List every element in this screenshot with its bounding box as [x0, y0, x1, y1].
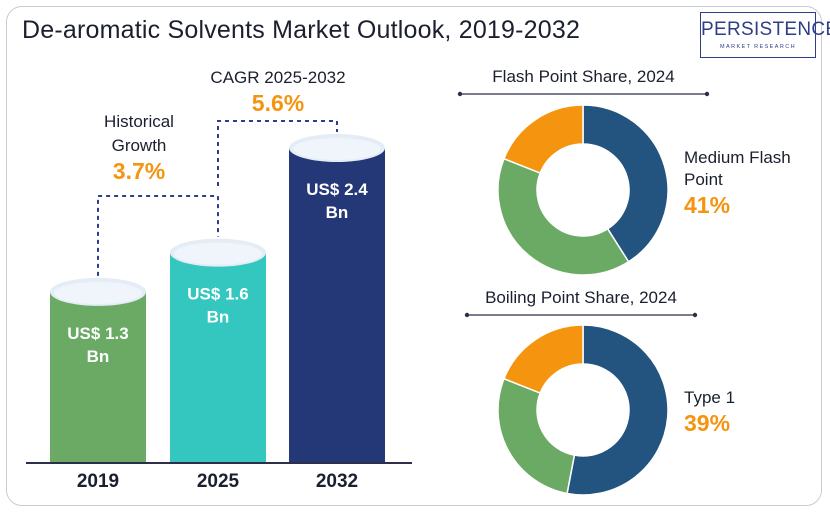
donut-2-callout-label: Type 1 — [684, 388, 735, 407]
donut-2-slice-1 — [497, 377, 576, 495]
cagr-value: 5.6% — [252, 90, 304, 116]
x-tick-label: 2019 — [77, 471, 119, 492]
donut-2-rule-dot-left — [464, 312, 470, 318]
bar-value-unit: Bn — [87, 347, 110, 366]
donut-2-title: Boiling Point Share, 2024 — [485, 288, 677, 307]
bar-top-highlight-2025 — [174, 242, 262, 265]
bar-value-label: US$ 2.4 — [306, 180, 368, 199]
bar-2019 — [50, 291, 146, 462]
historical-growth-label-line2: Growth — [112, 136, 167, 155]
cagr-label: CAGR 2025-2032 — [210, 68, 345, 87]
page-title: De-aromatic Solvents Market Outlook, 201… — [22, 16, 581, 44]
donut-1-slice-1 — [497, 157, 630, 276]
historical-growth-label: Historical — [104, 112, 174, 131]
donut-1-callout-label: Medium Flash — [684, 148, 791, 167]
historical-growth-value: 3.7% — [113, 158, 165, 184]
donut-1-callout-value: 41% — [684, 192, 730, 218]
bar-2032 — [289, 148, 385, 462]
donut-1-slice-2 — [502, 104, 584, 175]
donut-1-slice-0 — [582, 104, 669, 263]
donut-2-slice-2 — [502, 324, 584, 395]
x-tick-label: 2025 — [197, 471, 240, 492]
forecast-cagr-connector — [217, 120, 338, 186]
logo-tagline: MARKET RESEARCH — [720, 44, 796, 50]
historical-growth-connector — [97, 195, 219, 276]
bar-value-label: US$ 1.6 — [187, 285, 248, 304]
logo-wordmark: PERSISTENCE — [701, 19, 830, 40]
bar-top-highlight-2032 — [293, 138, 381, 160]
bar-2025 — [170, 252, 266, 462]
x-tick-label: 2032 — [316, 471, 358, 492]
bar-top-highlight-2019 — [54, 281, 142, 304]
donut-2-slice-0 — [566, 324, 669, 496]
donut-1-title: Flash Point Share, 2024 — [492, 67, 674, 86]
donut-1-rule-dot-right — [704, 91, 710, 97]
bar-value-unit: Bn — [207, 308, 230, 327]
donut-1-rule-dot-left — [457, 91, 463, 97]
donut-1-callout-label: Point — [684, 170, 723, 189]
donut-2-callout-value: 39% — [684, 410, 730, 436]
donut-2-rule-dot-right — [692, 312, 698, 318]
bar-value-label: US$ 1.3 — [67, 324, 128, 343]
bar-value-unit: Bn — [326, 203, 349, 222]
brand-logo: PERSISTENCE MARKET RESEARCH — [700, 12, 830, 58]
